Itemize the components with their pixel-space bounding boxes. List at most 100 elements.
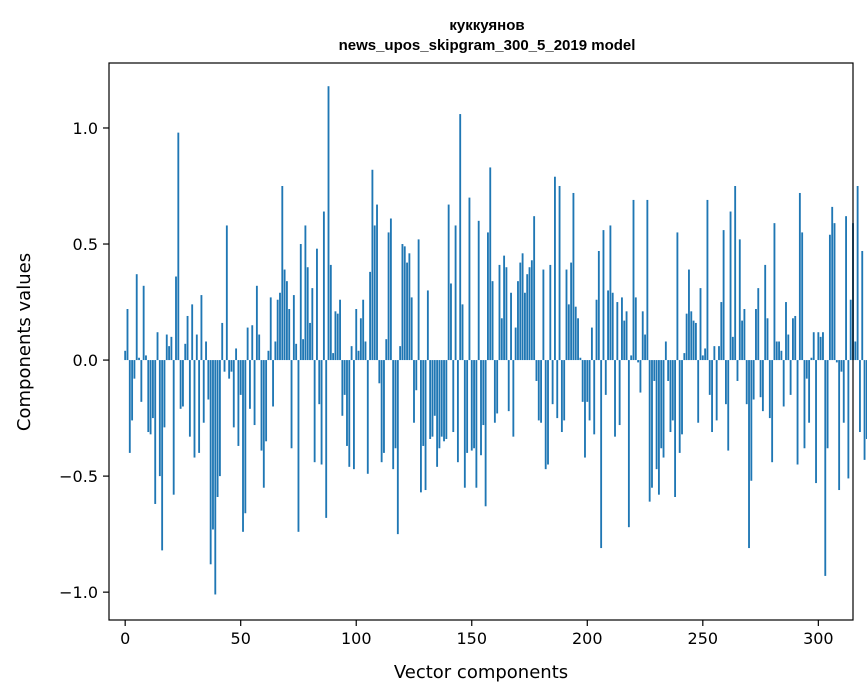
bar-241: [681, 360, 683, 435]
y-tick-label: 1.0: [73, 119, 98, 138]
bar-60: [262, 360, 265, 488]
bar-201: [588, 360, 591, 421]
bar-102: [359, 318, 362, 361]
bar-216: [623, 320, 626, 361]
bar-249: [699, 288, 702, 361]
bar-99: [353, 360, 355, 470]
bar-196: [577, 318, 579, 361]
bar-135: [436, 360, 439, 467]
bar-281: [773, 223, 776, 361]
bar-107: [371, 169, 374, 361]
bar-98: [350, 346, 353, 361]
plot-frame: [108, 62, 854, 621]
bar-244: [688, 269, 690, 361]
bar-96: [346, 360, 348, 446]
bar-47: [232, 360, 235, 428]
bar-25: [182, 360, 184, 407]
bar-46: [230, 360, 233, 372]
bar-307: [833, 223, 836, 361]
bar-207: [602, 230, 605, 361]
bar-150: [470, 360, 473, 451]
bar-229: [653, 360, 656, 381]
bar-100: [355, 309, 358, 361]
bar-225: [644, 334, 646, 361]
bar-266: [738, 239, 741, 361]
bar-124: [410, 297, 413, 361]
bar-193: [570, 262, 573, 361]
bar-104: [364, 341, 367, 361]
bar-321: [865, 360, 867, 439]
bar-128: [420, 360, 422, 493]
chart-subtitle: news_upos_skipgram_300_5_2019 model: [339, 37, 636, 54]
bar-227: [648, 360, 651, 502]
bar-160: [493, 360, 496, 423]
bar-84: [318, 360, 321, 405]
bar-144: [456, 360, 459, 463]
bar-90: [332, 353, 335, 361]
bar-14: [156, 332, 159, 361]
bar-112: [383, 360, 385, 453]
bar-136: [438, 360, 441, 449]
bar-58: [258, 334, 261, 361]
bar-215: [621, 297, 623, 361]
bar-272: [752, 360, 755, 400]
bar-299: [815, 360, 817, 484]
bar-17: [163, 360, 166, 428]
bar-283: [778, 341, 780, 361]
x-tick-label: 0: [120, 629, 130, 648]
bar-298: [812, 332, 815, 361]
bar-208: [604, 360, 607, 395]
bar-246: [692, 320, 695, 361]
bar-121: [403, 246, 406, 361]
bar-6: [138, 357, 140, 361]
bar-289: [792, 318, 794, 361]
bar-51: [242, 360, 244, 532]
bar-9: [145, 355, 147, 361]
bar-292: [798, 192, 801, 361]
bar-253: [708, 360, 711, 395]
bar-317: [856, 186, 859, 361]
bar-288: [789, 360, 792, 395]
bar-11: [149, 360, 152, 435]
bar-175: [528, 267, 531, 361]
bar-263: [731, 336, 734, 361]
bar-62: [267, 350, 270, 361]
bar-145: [459, 114, 462, 361]
bar-293: [801, 232, 804, 361]
bar-133: [431, 360, 434, 437]
bar-186: [554, 176, 556, 361]
bar-142: [452, 360, 455, 433]
bar-184: [549, 264, 552, 361]
bar-250: [701, 355, 704, 361]
bar-116: [392, 360, 395, 470]
bar-181: [542, 269, 545, 361]
bar-30: [193, 360, 196, 458]
bar-71: [288, 309, 291, 361]
bar-204: [595, 299, 598, 361]
bar-163: [500, 318, 503, 361]
bar-38: [212, 360, 214, 530]
y-tick-label: −1.0: [59, 583, 98, 602]
bar-276: [761, 360, 764, 412]
bar-3: [131, 360, 134, 421]
bar-85: [320, 360, 323, 465]
bar-36: [207, 360, 210, 400]
bar-187: [556, 360, 559, 419]
bar-161: [496, 360, 499, 414]
bar-304: [826, 360, 829, 449]
bar-303: [824, 360, 827, 576]
bar-156: [484, 360, 487, 507]
bar-220: [632, 199, 635, 361]
bar-21: [172, 360, 175, 495]
bar-54: [249, 360, 251, 409]
bar-134: [433, 360, 436, 416]
y-tick-label: −0.5: [59, 467, 98, 486]
bar-206: [600, 360, 603, 549]
bar-228: [651, 360, 653, 488]
bar-262: [729, 211, 732, 361]
bar-138: [443, 360, 445, 442]
bar-73: [292, 295, 295, 361]
bar-278: [766, 318, 769, 361]
bar-173: [523, 292, 526, 361]
bar-108: [373, 225, 376, 361]
